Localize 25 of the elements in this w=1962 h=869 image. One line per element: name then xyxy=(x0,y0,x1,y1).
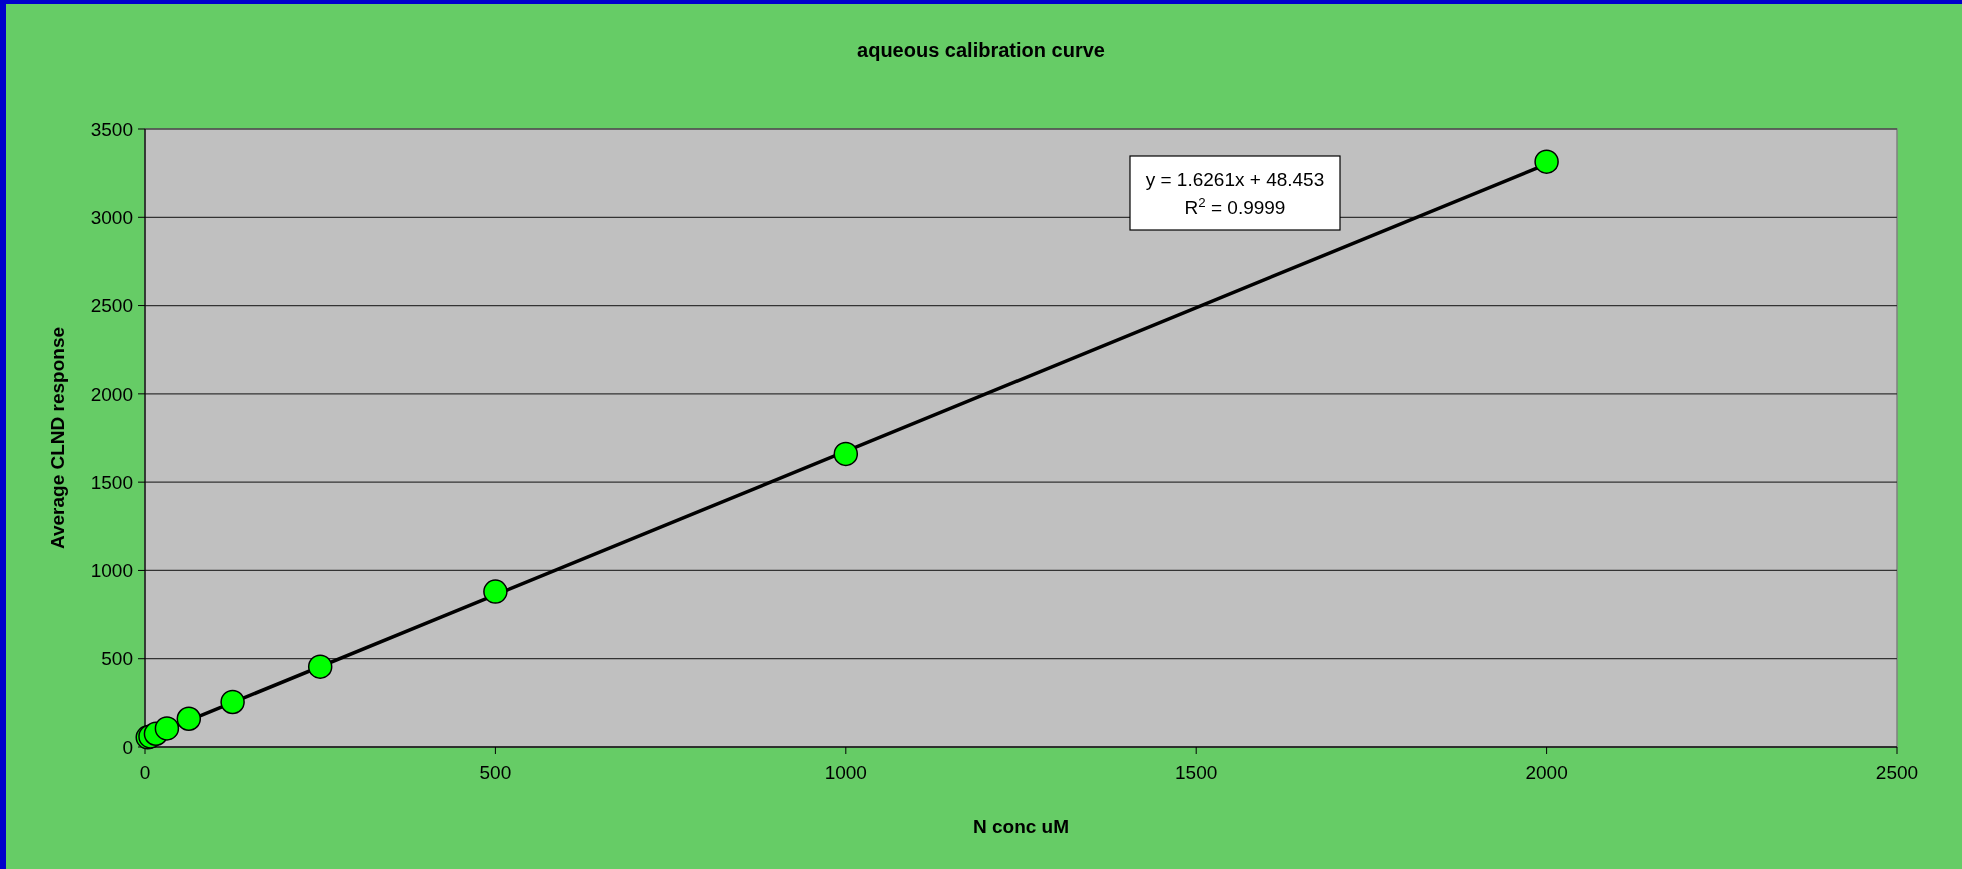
y-tick-label: 0 xyxy=(122,736,133,758)
y-tick-label: 1500 xyxy=(90,471,133,493)
point xyxy=(1534,149,1559,174)
y-tick-label: 3000 xyxy=(90,206,133,228)
x-axis-title: N conc uM xyxy=(972,816,1070,837)
y-axis-title: Average CLND response xyxy=(47,326,68,550)
x-tick-label: 2500 xyxy=(1875,762,1919,783)
point xyxy=(154,716,180,741)
point xyxy=(833,441,859,467)
y-tick-label: 2000 xyxy=(90,383,133,405)
point xyxy=(483,579,508,604)
y-tick-label: 3500 xyxy=(90,118,133,140)
x-tick-label: 2000 xyxy=(1525,762,1568,783)
point xyxy=(307,654,333,679)
chart-title: aqueous calibration curve xyxy=(857,39,1105,61)
y-tick-label: 2500 xyxy=(90,295,133,317)
x-tick-label: 1500 xyxy=(1175,762,1218,783)
y-tick-label: 1000 xyxy=(90,560,133,582)
x-tick-label: 1000 xyxy=(824,762,867,783)
point xyxy=(176,706,202,731)
y-tick-label: 500 xyxy=(101,648,133,670)
x-tick-label: 0 xyxy=(139,762,151,783)
point xyxy=(220,689,245,715)
annotation: y = 1.6261x + 48.453 R$^{2}$ = 0.9999 xyxy=(1145,169,1325,218)
x-tick-label: 500 xyxy=(479,762,512,783)
